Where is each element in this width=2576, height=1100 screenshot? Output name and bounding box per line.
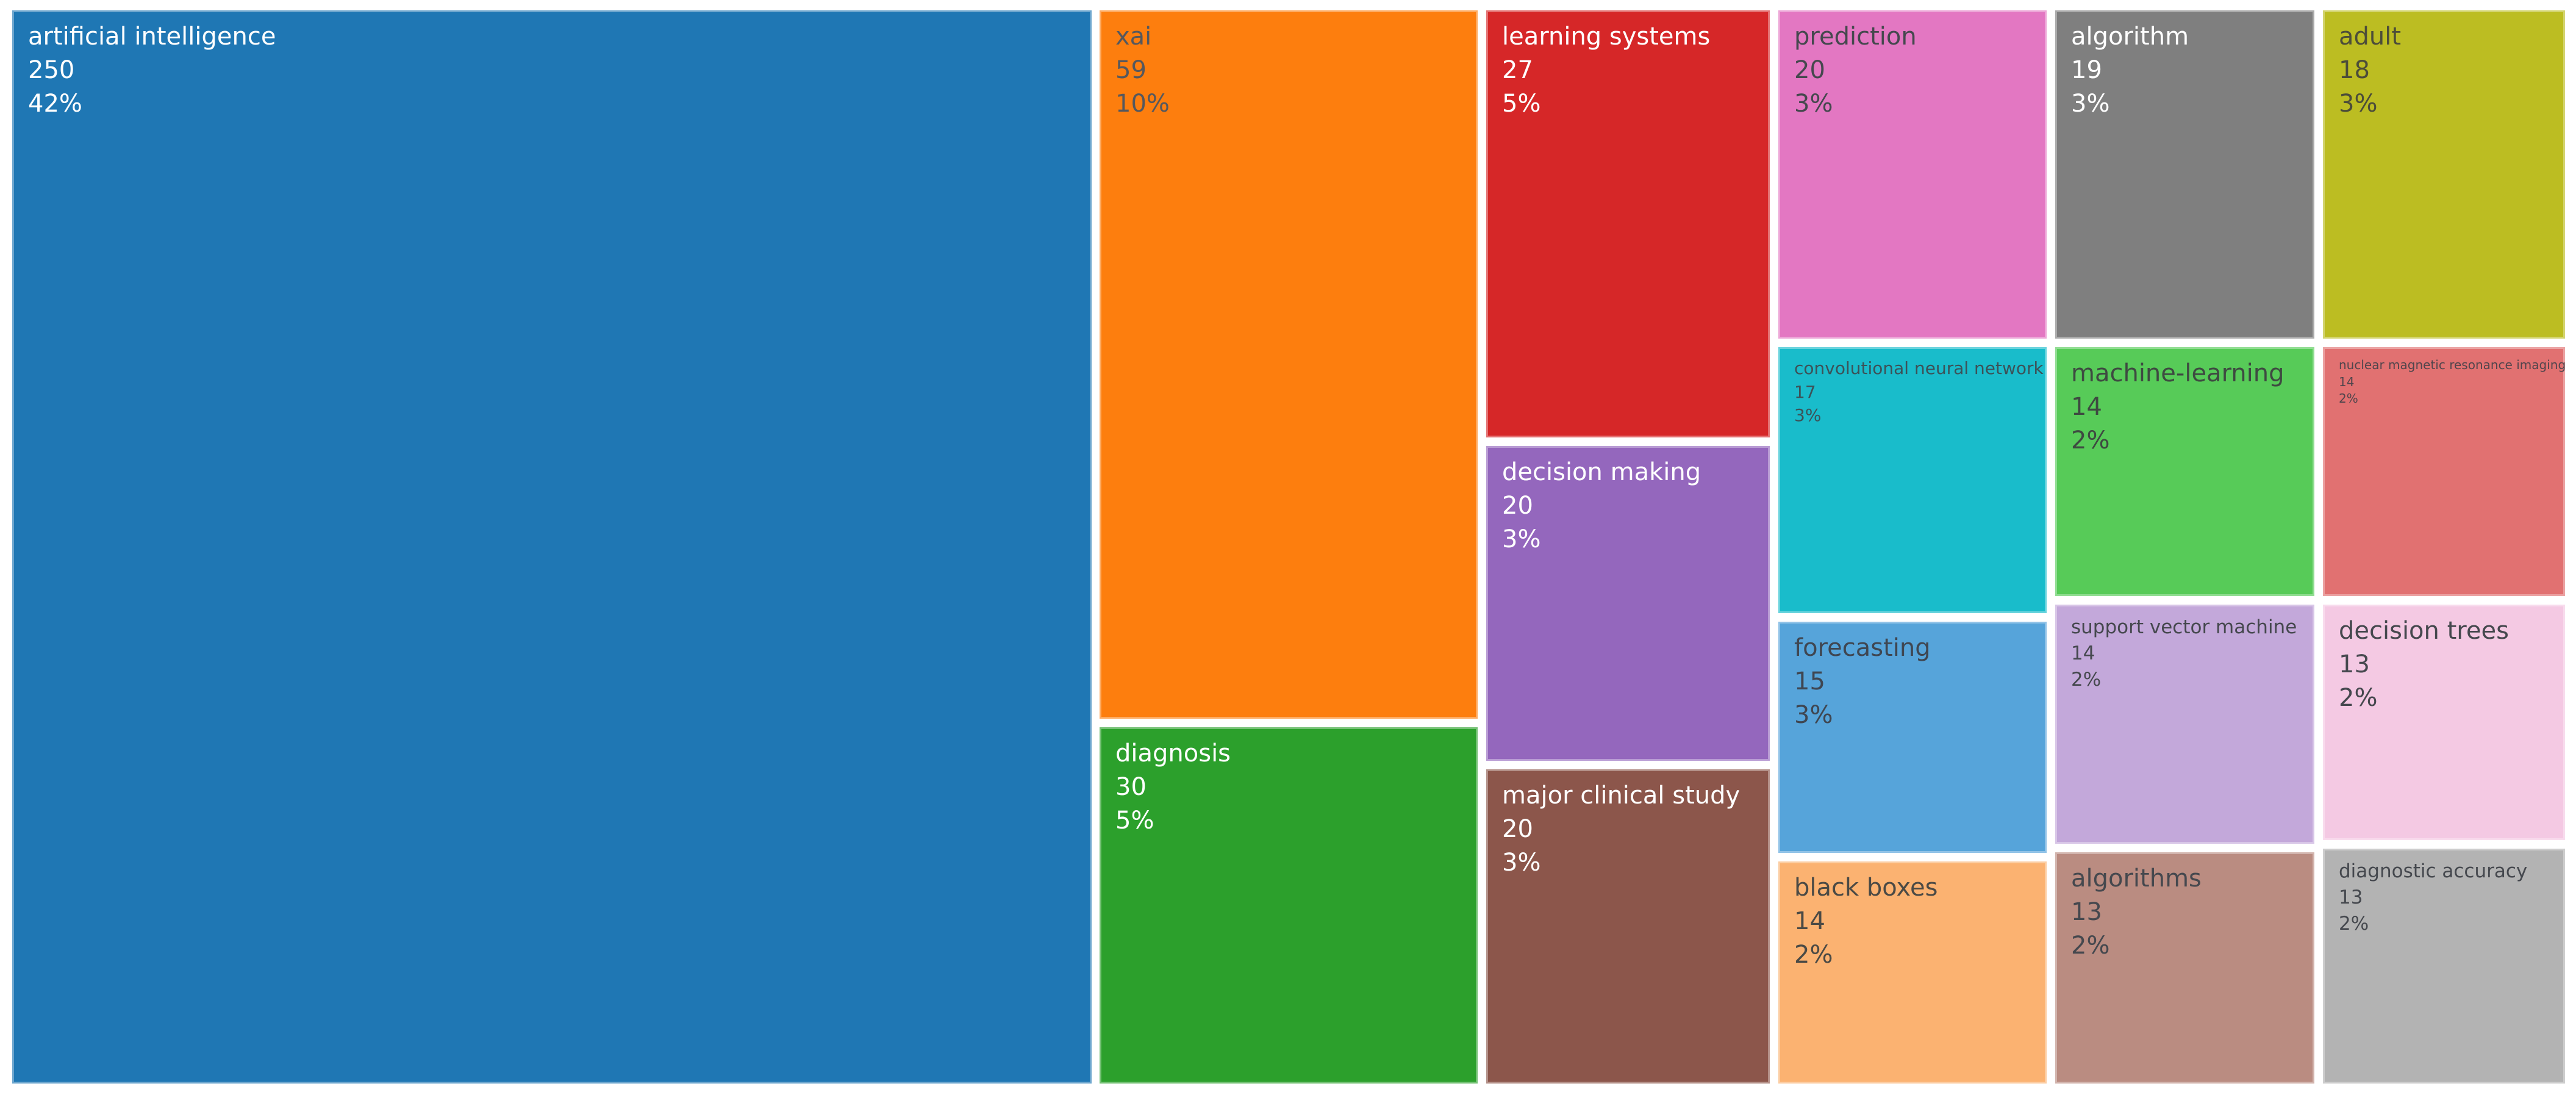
tile-label: adult (2339, 23, 2402, 51)
tile-percent: 2% (2071, 668, 2102, 691)
tile-value: 18 (2339, 56, 2370, 85)
tile-label: prediction (1794, 23, 1917, 51)
tile-value: 27 (1502, 56, 1533, 85)
tile-percent: 42% (28, 90, 82, 118)
tile-percent: 5% (1115, 807, 1154, 835)
tile-label: learning systems (1502, 23, 1711, 51)
treemap-tile-algorithm[interactable]: algorithm 19 3% (2055, 10, 2314, 339)
treemap-tile-diagnostic-accuracy[interactable]: diagnostic accuracy 13 2% (2323, 849, 2565, 1084)
tile-value: 19 (2071, 56, 2102, 85)
treemap-tile-prediction[interactable]: prediction 20 3% (1778, 10, 2047, 339)
tile-value: 13 (2339, 886, 2363, 908)
treemap-tile-algorithms[interactable]: algorithms 13 2% (2055, 852, 2314, 1084)
tile-label: artificial intelligence (28, 23, 276, 51)
tile-value: 17 (1794, 381, 1816, 402)
treemap-tile-machine-learning[interactable]: machine-learning 14 2% (2055, 347, 2314, 596)
tile-label: black boxes (1794, 874, 1938, 902)
tile-label: algorithm (2071, 23, 2189, 51)
tile-value: 15 (1794, 667, 1825, 696)
tile-value: 20 (1794, 56, 1825, 85)
treemap-tile-forecasting[interactable]: forecasting 15 3% (1778, 622, 2047, 853)
tile-label: forecasting (1794, 634, 1931, 662)
tile-percent: 3% (1794, 405, 1822, 426)
treemap-tile-decision-trees[interactable]: decision trees 13 2% (2323, 605, 2565, 840)
treemap-tile-black-boxes[interactable]: black boxes 14 2% (1778, 861, 2047, 1084)
tile-percent: 5% (1502, 90, 1541, 118)
tile-label: diagnosis (1115, 739, 1231, 767)
treemap-tile-support-vector-machine[interactable]: support vector machine 14 2% (2055, 605, 2314, 844)
tile-percent: 3% (1502, 525, 1541, 554)
tile-label: convolutional neural network (1794, 358, 2044, 378)
treemap-tile-learning-systems[interactable]: learning systems 27 5% (1486, 10, 1770, 437)
tile-percent: 2% (2071, 426, 2110, 455)
treemap-tile-nuclear-magnetic-resonance-imaging[interactable]: nuclear magnetic resonance imaging 14 2% (2323, 347, 2565, 596)
tile-value: 30 (1115, 773, 1147, 802)
tile-value: 59 (1115, 56, 1147, 85)
tile-percent: 10% (1115, 90, 1170, 118)
tile-value: 14 (2071, 393, 2102, 422)
tile-percent: 3% (1794, 90, 1833, 118)
treemap-tile-convolutional-neural-network[interactable]: convolutional neural network 17 3% (1778, 347, 2047, 613)
tile-value: 20 (1502, 815, 1533, 844)
tile-value: 13 (2071, 898, 2102, 927)
tile-percent: 2% (2339, 684, 2378, 713)
tile-label: diagnostic accuracy (2339, 860, 2528, 882)
tile-label: nuclear magnetic resonance imaging (2339, 358, 2565, 372)
tile-label: xai (1115, 23, 1152, 51)
tile-percent: 2% (1794, 941, 1833, 969)
treemap-tile-adult[interactable]: adult 18 3% (2323, 10, 2565, 339)
tile-label: support vector machine (2071, 616, 2297, 638)
tile-label: algorithms (2071, 865, 2202, 893)
tile-value: 14 (2339, 374, 2355, 389)
tile-percent: 2% (2071, 932, 2110, 960)
tile-label: machine-learning (2071, 359, 2284, 387)
tile-percent: 3% (1502, 849, 1541, 877)
tile-percent: 3% (2339, 90, 2378, 118)
treemap-tile-artificial-intelligence[interactable]: artificial intelligence 250 42% (12, 10, 1092, 1084)
tile-percent: 2% (2339, 391, 2358, 406)
treemap-tile-decision-making[interactable]: decision making 20 3% (1486, 446, 1770, 761)
treemap-tile-diagnosis[interactable]: diagnosis 30 5% (1100, 727, 1478, 1084)
treemap-tile-xai[interactable]: xai 59 10% (1100, 10, 1478, 719)
tile-label: major clinical study (1502, 782, 1741, 810)
tile-label: decision making (1502, 458, 1701, 486)
tile-percent: 3% (2071, 90, 2110, 118)
tile-value: 20 (1502, 492, 1533, 520)
tile-value: 13 (2339, 650, 2370, 679)
tile-value: 250 (28, 56, 75, 85)
tile-label: decision trees (2339, 617, 2509, 645)
tile-percent: 2% (2339, 912, 2369, 935)
treemap-tile-major-clinical-study[interactable]: major clinical study 20 3% (1486, 769, 1770, 1084)
tile-percent: 3% (1794, 701, 1833, 730)
tile-value: 14 (1794, 907, 1825, 936)
tile-value: 14 (2071, 642, 2095, 664)
